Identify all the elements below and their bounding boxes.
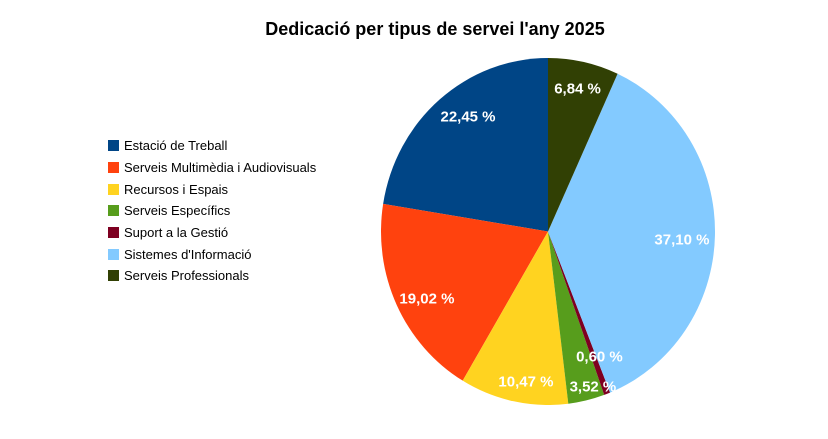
legend-item-serveis-especifics: Serveis Específics bbox=[108, 200, 316, 222]
legend-swatch-icon bbox=[108, 140, 119, 152]
legend-item-suport-a-la-gestio: Suport a la Gestió bbox=[108, 222, 316, 244]
slice-label-suport-a-la-gestio: 0,60 % bbox=[576, 348, 623, 366]
slice-label-serveis-multimedia-i-audiovisuals: 19,02 % bbox=[399, 290, 455, 308]
legend-swatch-icon bbox=[108, 183, 119, 195]
legend-swatch-icon bbox=[108, 227, 119, 239]
pie-slice bbox=[548, 231, 611, 395]
pie-slice bbox=[381, 203, 548, 381]
legend-swatch-icon bbox=[108, 205, 119, 217]
legend-label: Serveis Multimèdia i Audiovisuals bbox=[124, 160, 317, 176]
legend-label: Sistemes d'Informació bbox=[124, 246, 252, 262]
pie-slice bbox=[462, 231, 569, 405]
legend-swatch-icon bbox=[108, 270, 119, 282]
slice-label-sistemes-dinformacio: 37,10 % bbox=[654, 231, 710, 249]
pie-chart bbox=[381, 58, 715, 405]
legend-label: Recursos i Espais bbox=[124, 181, 229, 197]
legend-item-serveis-multimedia-i-audiovisuals: Serveis Multimèdia i Audiovisuals bbox=[108, 157, 316, 179]
pie-slice bbox=[383, 58, 548, 232]
slice-label-serveis-professionals: 6,84 % bbox=[554, 80, 601, 98]
legend-swatch-icon bbox=[108, 162, 119, 174]
pie-slice bbox=[548, 73, 715, 393]
legend-item-recursos-i-espais: Recursos i Espais bbox=[108, 178, 316, 200]
legend-label: Serveis Específics bbox=[124, 203, 231, 219]
legend-swatch-icon bbox=[108, 248, 119, 260]
pie-slice bbox=[548, 58, 618, 232]
legend-item-sistemes-dinformacio: Sistemes d'Informació bbox=[108, 243, 316, 265]
legend-label: Suport a la Gestió bbox=[124, 225, 229, 241]
chart-title: Dedicació per tipus de servei l'any 2025 bbox=[265, 19, 605, 39]
legend-label: Serveis Professionals bbox=[124, 268, 249, 284]
legend-item-serveis-professionals: Serveis Professionals bbox=[108, 265, 316, 287]
slice-label-serveis-especifics: 3,52 % bbox=[569, 378, 617, 396]
pie-slice bbox=[548, 231, 605, 404]
legend: Estació de Treball Serveis Multimèdia i … bbox=[108, 135, 316, 287]
slice-label-recursos-i-espais: 10,47 % bbox=[498, 373, 554, 391]
legend-label: Estació de Treball bbox=[124, 138, 228, 154]
legend-item-estacio-de-treball: Estació de Treball bbox=[108, 135, 316, 157]
slice-label-estacio-de-treball: 22,45 % bbox=[440, 108, 496, 126]
